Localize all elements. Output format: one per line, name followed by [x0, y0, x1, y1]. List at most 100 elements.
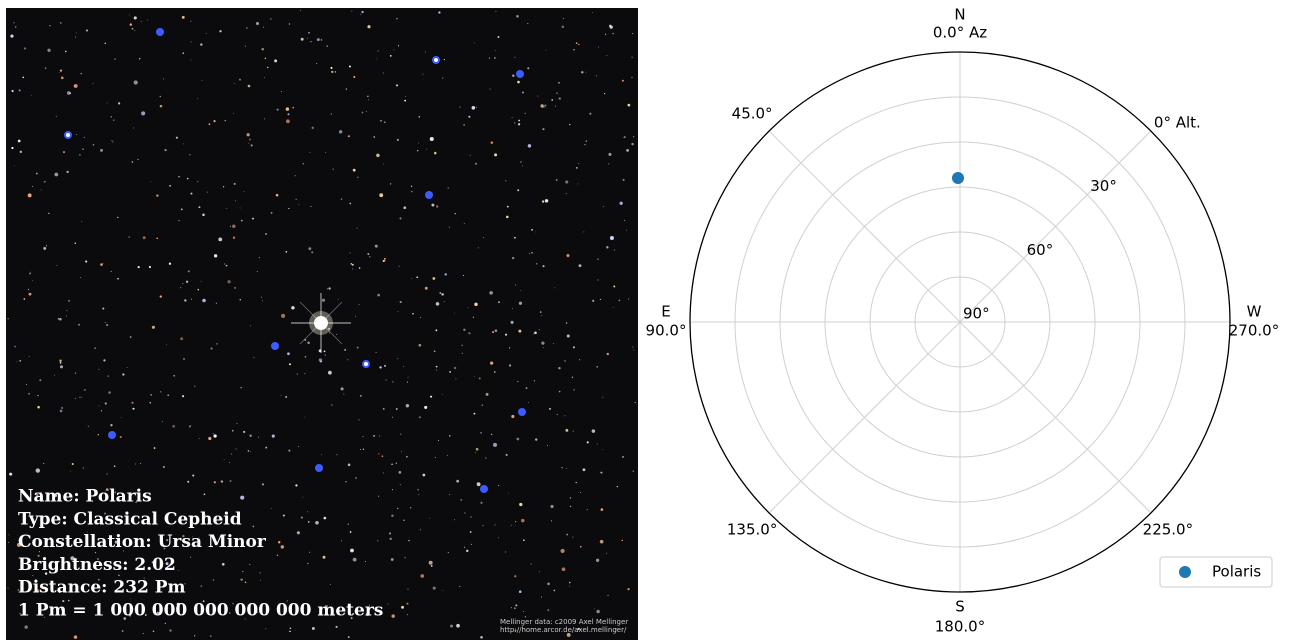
star	[147, 19, 148, 20]
theta-tick-label: 180.0°	[935, 618, 985, 636]
star	[606, 553, 607, 554]
star	[454, 519, 455, 520]
star	[579, 359, 580, 360]
star	[388, 603, 389, 604]
star	[400, 301, 402, 303]
star	[423, 74, 424, 75]
star	[351, 11, 352, 12]
star	[505, 180, 506, 181]
star	[134, 16, 137, 19]
star	[562, 25, 565, 28]
star	[249, 564, 250, 565]
star	[75, 373, 76, 374]
info-line: Type: Classical Cepheid	[18, 509, 242, 529]
star	[357, 228, 358, 229]
star	[398, 311, 399, 312]
star	[586, 140, 587, 141]
star	[84, 137, 85, 138]
star	[439, 292, 441, 294]
star	[310, 41, 311, 42]
star	[216, 343, 217, 344]
page: Name: PolarisType: Classical CepheidCons…	[0, 0, 1290, 640]
star	[265, 628, 266, 629]
star	[631, 143, 633, 145]
star	[224, 264, 225, 265]
star	[214, 254, 217, 257]
star	[301, 516, 303, 518]
star	[48, 213, 49, 214]
star	[114, 58, 115, 59]
star	[570, 497, 571, 498]
star	[130, 598, 131, 599]
star	[297, 374, 298, 375]
star	[80, 277, 81, 278]
star	[111, 271, 112, 272]
star	[10, 34, 13, 37]
star	[327, 288, 328, 289]
star	[478, 247, 479, 248]
star	[187, 178, 189, 180]
star	[186, 281, 188, 283]
star	[132, 161, 133, 162]
star	[210, 635, 212, 637]
star	[66, 310, 67, 311]
star	[417, 489, 418, 490]
star	[163, 78, 164, 79]
star	[624, 220, 625, 221]
star	[512, 74, 514, 76]
star	[497, 36, 499, 38]
star	[74, 635, 77, 638]
star	[480, 485, 488, 493]
star	[565, 415, 566, 416]
star	[434, 58, 438, 62]
star	[278, 541, 280, 543]
star	[281, 395, 282, 396]
star	[512, 117, 513, 118]
star	[516, 70, 524, 78]
star	[404, 557, 405, 558]
star	[369, 256, 370, 257]
star	[60, 365, 63, 368]
star	[495, 329, 498, 332]
star	[547, 609, 549, 611]
star	[474, 43, 475, 44]
star	[420, 574, 424, 578]
star	[112, 142, 113, 143]
star	[353, 76, 355, 78]
star	[365, 561, 366, 562]
star	[49, 25, 50, 26]
star	[352, 269, 353, 270]
star	[141, 111, 145, 115]
star	[181, 209, 183, 211]
star	[627, 104, 630, 107]
star	[633, 470, 634, 471]
r-tick-label: 60°	[1027, 241, 1054, 259]
star	[600, 472, 602, 474]
star	[442, 590, 443, 591]
star	[475, 452, 476, 453]
star	[541, 597, 542, 598]
star	[223, 186, 224, 187]
star	[565, 429, 568, 432]
star	[516, 438, 519, 441]
star	[249, 435, 251, 437]
star	[199, 438, 200, 439]
star	[539, 571, 540, 572]
star	[462, 345, 463, 346]
star	[622, 456, 624, 458]
star	[110, 424, 112, 426]
star	[310, 206, 311, 207]
star	[68, 300, 70, 302]
star	[390, 55, 392, 57]
star	[531, 563, 532, 564]
star	[551, 99, 553, 101]
star	[592, 12, 593, 13]
star	[341, 540, 342, 541]
star	[518, 123, 520, 125]
star	[600, 540, 604, 544]
star	[102, 308, 104, 310]
star	[210, 347, 212, 349]
star	[208, 437, 211, 440]
star	[226, 265, 228, 267]
star	[93, 144, 95, 146]
